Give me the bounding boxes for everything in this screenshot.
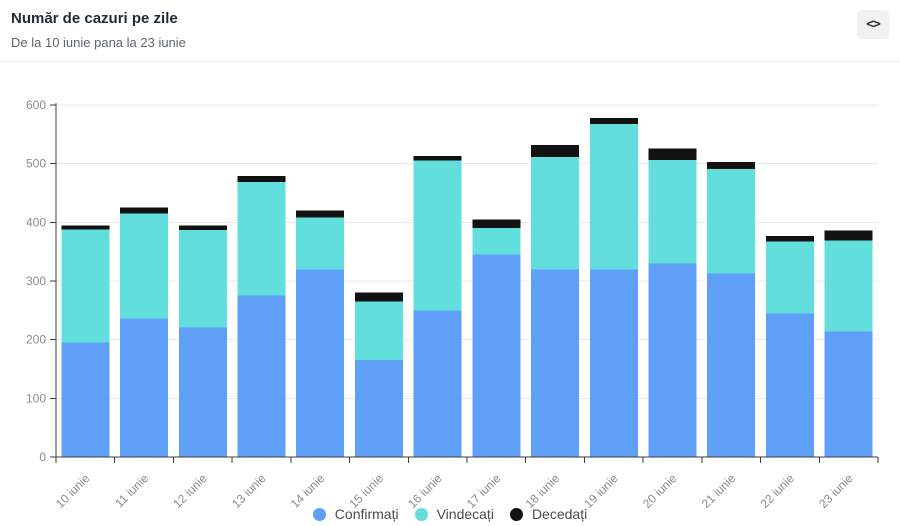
legend-dot-decedati <box>509 507 523 521</box>
bar-segment-vindecati[interactable] <box>765 241 814 314</box>
bar-segment-vindecati[interactable] <box>178 229 227 328</box>
bar-segment-vindecati[interactable] <box>589 123 638 270</box>
header-divider <box>0 61 900 62</box>
bar-segment-decedati[interactable] <box>648 148 697 161</box>
bar-segment-vindecati[interactable] <box>354 301 403 361</box>
bar-segment-vindecati[interactable] <box>648 160 697 264</box>
y-axis-label: 200 <box>26 333 46 347</box>
x-axis-label: 12 iunie <box>170 471 210 511</box>
bar-segment-decedati[interactable] <box>589 117 638 124</box>
legend-item-confirmati[interactable]: Confirmați <box>312 506 399 522</box>
x-axis-label: 13 iunie <box>229 471 269 511</box>
legend-item-vindecati[interactable]: Vindecați <box>414 506 494 522</box>
bar-segment-confirmati[interactable] <box>178 327 227 457</box>
x-axis-label: 23 iunie <box>816 471 856 511</box>
x-axis-label: 15 iunie <box>346 471 386 511</box>
y-axis-label: 500 <box>26 157 46 171</box>
bar-segment-vindecati[interactable] <box>61 229 110 343</box>
x-axis-label: 11 iunie <box>112 471 151 510</box>
bar-segment-decedati[interactable] <box>824 230 873 241</box>
legend-label-decedati: Decedați <box>531 506 588 522</box>
chart-header-titles: Număr de cazuri pe zile De la 10 iunie p… <box>11 10 186 50</box>
chart-header: Număr de cazuri pe zile De la 10 iunie p… <box>0 0 900 61</box>
bar-segment-confirmati[interactable] <box>354 360 403 457</box>
bar-segment-confirmati[interactable] <box>765 313 814 457</box>
bar-segment-decedati[interactable] <box>707 161 756 169</box>
bar-segment-decedati[interactable] <box>237 175 286 182</box>
x-axis-label: 17 iunie <box>464 471 504 511</box>
bar-segment-vindecati[interactable] <box>472 228 521 255</box>
bar-segment-confirmati[interactable] <box>531 269 580 457</box>
bar-segment-confirmati[interactable] <box>648 263 697 457</box>
x-axis-label: 14 iunie <box>288 471 328 511</box>
bar-segment-confirmati[interactable] <box>707 273 756 457</box>
bar-segment-decedati[interactable] <box>178 225 227 230</box>
legend-label-vindecati: Vindecați <box>436 506 494 522</box>
bar-segment-decedati[interactable] <box>120 207 169 214</box>
bar-segment-vindecati[interactable] <box>120 213 169 319</box>
legend-item-decedati[interactable]: Decedați <box>509 506 588 522</box>
bar-segment-vindecati[interactable] <box>237 181 286 296</box>
x-axis-label: 21 iunie <box>699 471 739 511</box>
chart-subtitle: De la 10 iunie pana la 23 iunie <box>11 35 186 50</box>
chart-title: Număr de cazuri pe zile <box>11 10 178 27</box>
y-axis-label: 0 <box>39 450 46 464</box>
legend-label-confirmati: Confirmați <box>334 506 399 522</box>
bar-segment-confirmati[interactable] <box>237 295 286 457</box>
bar-segment-decedati[interactable] <box>472 219 521 229</box>
bar-segment-decedati[interactable] <box>296 210 345 218</box>
bar-segment-vindecati[interactable] <box>531 157 580 270</box>
bar-segment-vindecati[interactable] <box>707 168 756 274</box>
bar-segment-decedati[interactable] <box>61 225 110 230</box>
bar-segment-vindecati[interactable] <box>296 217 345 270</box>
x-axis-label: 16 iunie <box>405 471 445 511</box>
legend-dot-vindecati <box>414 507 428 521</box>
bar-segment-decedati[interactable] <box>413 156 462 161</box>
legend-dot-confirmati <box>312 507 326 521</box>
bar-segment-confirmati[interactable] <box>413 310 462 457</box>
y-axis-label: 100 <box>26 391 46 405</box>
bar-segment-confirmati[interactable] <box>296 269 345 457</box>
bar-segment-confirmati[interactable] <box>472 254 521 457</box>
bar-segment-decedati[interactable] <box>354 292 403 302</box>
bar-segment-confirmati[interactable] <box>589 269 638 457</box>
y-axis-label: 600 <box>26 98 46 112</box>
code-icon: <> <box>866 17 881 32</box>
bar-segment-decedati[interactable] <box>531 144 580 158</box>
bar-segment-confirmati[interactable] <box>120 318 169 457</box>
bar-segment-vindecati[interactable] <box>824 240 873 332</box>
x-axis-label: 19 iunie <box>581 471 621 511</box>
x-axis-label: 10 iunie <box>53 471 93 511</box>
bar-segment-confirmati[interactable] <box>61 342 110 457</box>
y-axis-label: 300 <box>26 274 46 288</box>
x-axis-label: 22 iunie <box>757 471 797 511</box>
y-axis-label: 400 <box>26 215 46 229</box>
bar-segment-vindecati[interactable] <box>413 160 462 311</box>
x-axis-label: 18 iunie <box>523 471 563 511</box>
bar-segment-decedati[interactable] <box>765 235 814 242</box>
bar-segment-confirmati[interactable] <box>824 331 873 457</box>
x-axis-label: 20 iunie <box>640 471 680 511</box>
embed-code-button[interactable]: <> <box>857 10 889 39</box>
chart-legend: Confirmați Vindecați Decedați <box>0 506 900 522</box>
